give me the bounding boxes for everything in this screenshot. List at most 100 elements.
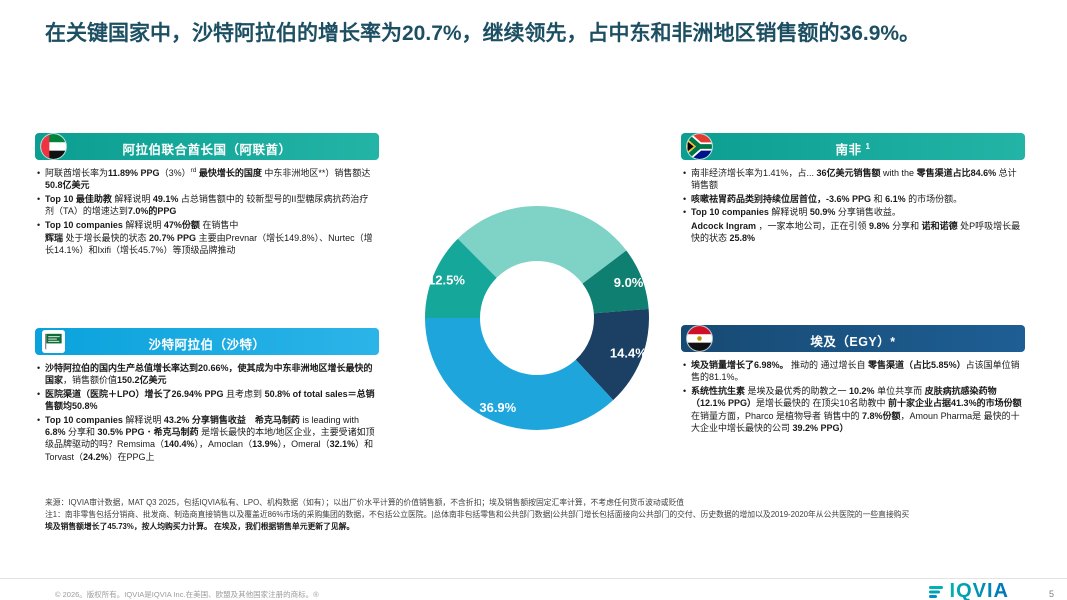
text-run: 10.2%: [849, 385, 875, 396]
text-run: 140.4%: [164, 439, 195, 450]
text-run: 的市场份额。: [905, 193, 963, 204]
text-run: 零售渠道（占比5.85%）: [868, 360, 966, 370]
text-run: 解释说明: [114, 193, 153, 204]
south-africa-box-header: 南非 1: [681, 133, 1025, 160]
text-run: 辉瑞: [45, 233, 64, 244]
text-run: 30.5% PPG: [97, 427, 145, 438]
text-run: 处于增长最快的状态: [63, 233, 150, 244]
saudi-box-header: 沙特阿拉伯（沙特）: [35, 328, 379, 355]
text-run: ），Omeral（: [277, 439, 330, 450]
text-run: 总计销售额: [691, 168, 1017, 191]
bullet-item: • 沙特阿拉伯的国内生产总值增长率达到20.66%，使其成为中东非洲地区增长最快的…: [37, 362, 377, 387]
text-run: 解释说明: [771, 207, 810, 218]
text-run: 推动的 通过增长自: [788, 360, 869, 370]
text-run: ，Amoun Pharma是 最快的十大企业中增长最快的公司: [691, 410, 1020, 434]
text-run: 是增长最快的本地/地区企业，主要受诸如顶级品牌驱动的吗？Remsima（: [45, 427, 375, 450]
text-run: 43.2% 分享销售收益: [163, 414, 246, 425]
bullet-item: • Top 10 companies 解释说明 47%份额 在销售中: [37, 219, 377, 231]
page-title: 在关键国家中，沙特阿拉伯的增长率为20.7%，继续领先，占中东和非洲地区销售额的…: [45, 22, 921, 45]
text-run: 占该国单位销售的81.1%。: [691, 360, 1020, 383]
uae-box: 阿拉伯联合酋长国（阿联酋） • 阿联酋增长率为11.89% PPG（3%）rd 最…: [35, 133, 379, 258]
iqvia-logo-bars-icon: [928, 584, 945, 600]
donut-label: 12.5%: [428, 272, 465, 287]
footer-divider: [0, 578, 1067, 579]
text-run: ・: [144, 427, 154, 438]
text-run: 分享销售收益。: [835, 207, 901, 218]
donut-label: 9.0%: [614, 275, 644, 290]
egypt-flag-icon: [687, 326, 712, 351]
text-run: ）和Torvast（: [45, 439, 374, 462]
text-run: 阿联酋增长率为: [45, 168, 109, 178]
egypt-box: 埃及（EGY）* • 埃及销量增长了6.98%。 推动的 通过增长自 零售渠道（占…: [681, 325, 1025, 435]
bullet-marker: •: [37, 219, 41, 230]
donut-segment: [425, 318, 614, 430]
note2-line: 埃及销售额增长了45.73%，按人均购买力计算。 在埃及，我们根据销售单元更新了…: [45, 522, 355, 532]
text-run: Top 10 companies: [691, 207, 772, 218]
text-run: 分享和: [65, 427, 98, 438]
text-run: 47%份额: [163, 219, 200, 230]
text-run: 50.8亿美元: [45, 180, 90, 191]
bullet-item: • Top 10 最佳助教 解释说明 49.1% 占总销售额中的 较新型号的II型…: [37, 193, 377, 218]
bullet-item: • Top 10 companies 解释说明 43.2% 分享销售收益 希克马制…: [37, 414, 377, 464]
text-run: [246, 415, 255, 425]
text-run: 南非经济增长率为1.41%，占...: [691, 168, 817, 178]
egypt-box-header-label: 埃及（EGY）*: [810, 335, 896, 350]
text-run: 解释说明: [125, 414, 164, 425]
donut-segment: [425, 238, 497, 318]
egypt-box-body: • 埃及销量增长了6.98%。 推动的 通过增长自 零售渠道（占比5.85%）占该…: [681, 352, 1025, 434]
bullet-item: • Top 10 companies 解释说明 50.9% 分享销售收益。: [683, 206, 1023, 218]
text-run: 占总销售额中的 较新型号的II型糖尿病抗药治疗剂（TA）的增速达到: [45, 193, 369, 217]
text-run: 处P呼吸增长最快的状态: [691, 220, 1021, 244]
saudi-box-header-label: 沙特阿拉伯（沙特）: [148, 338, 266, 353]
text-run: 沙特阿拉伯的国内生产总值增长率达到20.66%，使其成为: [45, 363, 274, 373]
donut-label: 14.4%: [610, 346, 647, 361]
text-run: 希克马制药: [254, 414, 300, 425]
bullet-marker: •: [683, 385, 687, 396]
saudi-box: 沙特阿拉伯（沙特） • 沙特阿拉伯的国内生产总值增长率达到20.66%，使其成为中…: [35, 328, 379, 464]
south-africa-box-header-label: 南非: [835, 143, 862, 158]
south-africa-box: 南非 1 • 南非经济增长率为1.41%，占... 36亿美元销售额 with t…: [681, 133, 1025, 245]
bullet-item: • 埃及销量增长了6.98%。 推动的 通过增长自 零售渠道（占比5.85%）占该…: [683, 359, 1023, 384]
bullet-item: • 阿联酋增长率为11.89% PPG（3%）rd 最快增长的国度 中东非洲地区*…: [37, 167, 377, 192]
uae-box-header-label: 阿拉伯联合酋长国（阿联酋）: [122, 143, 292, 158]
source-line: 来源：IQVIA审计数据，MAT Q3 2025，包括IQVIA私有、LPO、机…: [45, 498, 685, 507]
text-run: 24.2%: [83, 451, 109, 462]
text-run: 50.9%: [809, 207, 836, 218]
text-run: 6.8%: [45, 427, 66, 438]
text-run: ）在PPG上: [108, 451, 155, 462]
text-run: ，销售额价值: [63, 375, 118, 386]
saudi-flag-icon: [42, 330, 65, 353]
text-run: 咳嗽祛胃药品类别持续位居首位，: [691, 193, 827, 204]
text-run: 零售渠道占比84.6%: [916, 168, 997, 178]
text-run: 医院渠道（医院＋LPO）增长了: [45, 388, 172, 399]
bullet-item: • 医院渠道（医院＋LPO）增长了26.94% PPG 且考虑到 50.8% of…: [37, 388, 377, 413]
text-run: Adcock Ingram: [691, 220, 757, 231]
donut-segment: [457, 206, 627, 284]
text-run: 39.2% PPG）: [792, 423, 849, 434]
text-run: 20.7% PPG: [149, 233, 197, 244]
bullet-marker: •: [37, 363, 41, 373]
text-run: Top 10 companies: [45, 414, 126, 425]
text-run: 150.2亿美元: [117, 375, 167, 386]
egypt-box-header: 埃及（EGY）*: [681, 325, 1025, 352]
text-run: 在销量方面，Pharco 是植物导者 销售中的: [691, 410, 863, 421]
bullet-item: • 系统性抗生素 是埃及最优秀的助教之一 10.2% 单位共享而 皮肤病抗感染药物…: [683, 385, 1023, 435]
text-run: 在销售中: [199, 219, 239, 230]
text-run: 是增长最快的 在顶尖10名助教中: [756, 398, 889, 409]
text-run: ，一家本地公司，正在引领: [756, 220, 870, 231]
text-run: is leading with: [299, 414, 359, 425]
text-run: with the: [880, 168, 917, 178]
text-run: rd: [190, 167, 197, 174]
text-run: 诺和诺德: [921, 220, 958, 231]
bullet-item: 辉瑞 处于增长最快的状态 20.7% PPG 主要由Prevnar（增长149.…: [37, 232, 377, 257]
iqvia-logo-text: IQVIA: [950, 580, 1009, 600]
text-run: 9.8%: [869, 220, 890, 231]
bullet-marker: •: [683, 168, 687, 178]
text-run: 前十家企业占据41.3%的市场份额: [888, 398, 1022, 409]
south-africa-flag-icon: [687, 134, 712, 159]
note1-line: 注1：南非零售包括分销商、批发商、制造商直接销售以及覆盖近86%市场的采购集团的…: [45, 510, 910, 520]
text-run: （3%）: [159, 168, 191, 178]
text-run: 和: [871, 193, 886, 204]
saudi-box-body: • 沙特阿拉伯的国内生产总值增长率达到20.66%，使其成为中东非洲地区增长最快的…: [35, 355, 379, 463]
